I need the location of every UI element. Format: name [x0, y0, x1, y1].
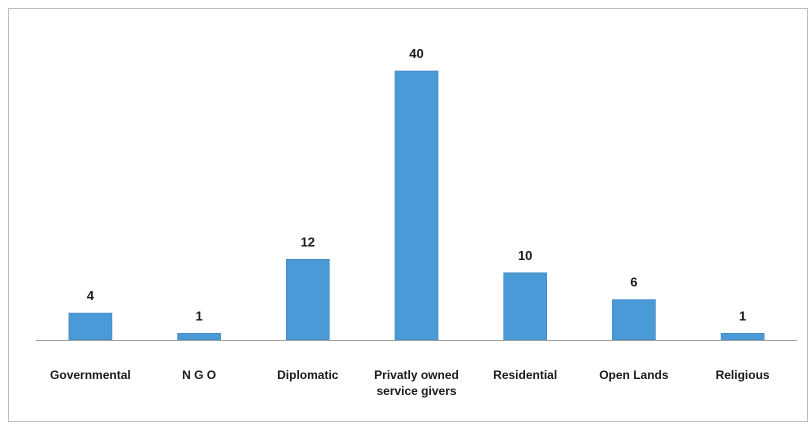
category-label-line: Residential [493, 368, 557, 382]
bar-0 [68, 312, 113, 341]
bar-1 [177, 332, 221, 341]
bars-group [68, 70, 765, 341]
bar-4 [503, 272, 548, 341]
value-label-3: 40 [409, 46, 423, 61]
bar-2 [285, 258, 330, 341]
category-label-line: service givers [376, 384, 456, 398]
category-label-6: Religious [716, 368, 770, 382]
category-label-line: N G O [182, 368, 216, 382]
category-label-line: Open Lands [599, 368, 669, 382]
value-label-5: 6 [630, 275, 637, 290]
category-label-4: Residential [493, 368, 557, 382]
value-label-1: 1 [195, 308, 202, 323]
category-label-0: Governmental [50, 368, 131, 382]
bar-3 [394, 70, 439, 341]
category-label-line: Governmental [50, 368, 131, 382]
category-label-1: N G O [182, 368, 216, 382]
value-label-0: 4 [87, 288, 95, 303]
value-label-4: 10 [518, 248, 532, 263]
category-labels-group: Governmental N G O Diplomatic Privatly owne… [50, 368, 770, 398]
category-label-line: Diplomatic [277, 368, 339, 382]
category-label-line: Religious [716, 368, 770, 382]
bar-5 [612, 299, 656, 341]
category-label-3: Privatly owned service givers [374, 368, 459, 398]
category-label-line: Privatly owned [374, 368, 459, 382]
value-label-6: 1 [739, 308, 746, 323]
category-label-5: Open Lands [599, 368, 669, 382]
bar-6 [720, 332, 765, 341]
value-label-2: 12 [301, 234, 315, 249]
category-label-2: Diplomatic [277, 368, 339, 382]
value-labels-group: 4 1 12 40 10 6 1 [87, 46, 746, 323]
